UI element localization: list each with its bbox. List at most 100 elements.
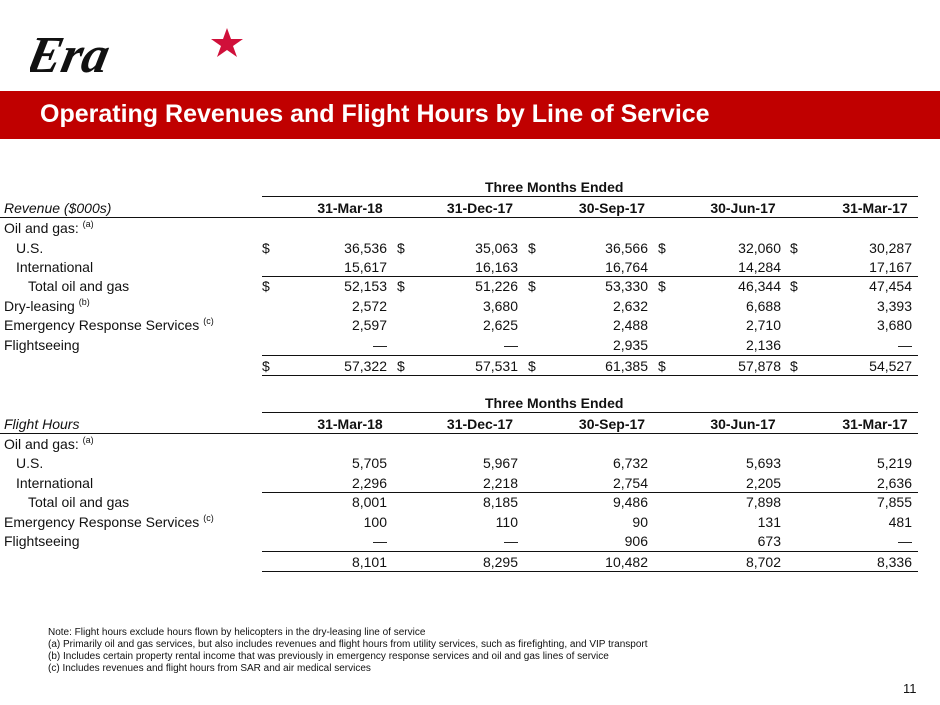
- currency-symbol: $: [790, 358, 798, 374]
- footnote: (b) Includes certain property rental inc…: [48, 651, 609, 662]
- cell-value: 6,688: [745, 298, 781, 314]
- footnote-marker: (a): [82, 219, 94, 229]
- cell-value: 8,336: [876, 554, 912, 570]
- cell-value: 15,617: [344, 259, 387, 275]
- cell-value: 481: [888, 514, 912, 530]
- column-header: 30-Sep-17: [578, 416, 646, 432]
- cell-value: —: [373, 337, 387, 353]
- cell-value: 5,693: [745, 455, 781, 471]
- cell-value: 8,185: [482, 494, 518, 510]
- currency-symbol: $: [262, 278, 270, 294]
- era-logo: Era: [21, 22, 250, 87]
- cell-value: 2,935: [612, 337, 648, 353]
- svg-text:Era: Era: [30, 27, 115, 82]
- cell-value: 36,566: [605, 240, 648, 256]
- cell-value: 53,330: [605, 278, 648, 294]
- row-label: Oil and gas: (a): [4, 219, 94, 237]
- cell-value: 90: [632, 514, 648, 530]
- currency-symbol: $: [262, 240, 270, 256]
- rule-line: [262, 276, 918, 277]
- row-label: Total oil and gas: [28, 278, 130, 294]
- column-header: 30-Jun-17: [710, 416, 776, 432]
- rule-line: [262, 551, 918, 552]
- cell-value: 47,454: [869, 278, 912, 294]
- row-label: International: [16, 259, 94, 275]
- cell-value: 131: [757, 514, 781, 530]
- currency-symbol: $: [658, 240, 666, 256]
- currency-symbol: $: [658, 358, 666, 374]
- cell-value: 16,764: [605, 259, 648, 275]
- cell-value: 100: [363, 514, 387, 530]
- cell-value: 46,344: [738, 278, 781, 294]
- rule-line: [262, 355, 918, 356]
- rule-line: [262, 571, 918, 572]
- column-header: 31-Mar-17: [842, 200, 908, 216]
- rule-line: [262, 196, 918, 197]
- row-label: Emergency Response Services (c): [4, 316, 214, 334]
- cell-value: 8,101: [351, 554, 387, 570]
- footnote-marker: (c): [203, 316, 214, 326]
- row-label: U.S.: [16, 240, 44, 256]
- page-number: 11: [903, 681, 917, 696]
- cell-value: 16,163: [475, 259, 518, 275]
- rule-line: [0, 217, 918, 218]
- cell-value: 7,855: [876, 494, 912, 510]
- flight-row-header: Flight Hours: [4, 416, 80, 432]
- cell-value: 61,385: [605, 358, 648, 374]
- cell-value: 2,625: [482, 317, 518, 333]
- currency-symbol: $: [262, 358, 270, 374]
- currency-symbol: $: [397, 358, 405, 374]
- row-label-text: Oil and gas:: [4, 220, 79, 236]
- cell-value: —: [504, 533, 518, 549]
- column-header: 31-Dec-17: [446, 416, 514, 432]
- cell-value: 2,296: [351, 475, 387, 491]
- cell-value: —: [898, 337, 912, 353]
- row-label: Oil and gas: (a): [4, 435, 94, 453]
- footnote-marker: (a): [82, 435, 94, 445]
- cell-value: 3,680: [876, 317, 912, 333]
- row-label: International: [16, 475, 94, 491]
- cell-value: —: [373, 533, 387, 549]
- rule-line: [262, 492, 918, 493]
- row-label-text: Emergency Response Services: [4, 514, 200, 530]
- cell-value: 17,167: [869, 259, 912, 275]
- column-header: 31-Mar-18: [317, 200, 383, 216]
- cell-value: 2,488: [612, 317, 648, 333]
- currency-symbol: $: [528, 240, 536, 256]
- cell-value: 5,967: [482, 455, 518, 471]
- cell-value: 10,482: [605, 554, 648, 570]
- currency-symbol: $: [397, 278, 405, 294]
- revenue-group-header: Three Months Ended: [485, 179, 624, 195]
- currency-symbol: $: [790, 278, 798, 294]
- row-label: U.S.: [16, 455, 44, 471]
- rule-line: [0, 433, 918, 434]
- cell-value: 2,754: [612, 475, 648, 491]
- row-label-text: Dry-leasing: [4, 298, 75, 314]
- currency-symbol: $: [658, 278, 666, 294]
- cell-value: 2,710: [745, 317, 781, 333]
- cell-value: 35,063: [475, 240, 518, 256]
- cell-value: 6,732: [612, 455, 648, 471]
- column-header: 31-Mar-17: [842, 416, 908, 432]
- row-label: Dry-leasing (b): [4, 298, 90, 315]
- footnote-marker: (c): [203, 513, 214, 523]
- cell-value: 5,219: [876, 455, 912, 471]
- cell-value: 2,136: [745, 337, 781, 353]
- footnote: Note: Flight hours exclude hours flown b…: [48, 627, 426, 638]
- currency-symbol: $: [528, 358, 536, 374]
- cell-value: 57,531: [475, 358, 518, 374]
- cell-value: 2,572: [351, 298, 387, 314]
- flight-group-header: Three Months Ended: [485, 395, 624, 411]
- cell-value: 2,205: [745, 475, 781, 491]
- cell-value: 2,218: [482, 475, 518, 491]
- cell-value: —: [504, 337, 518, 353]
- cell-value: 8,001: [351, 494, 387, 510]
- column-header: 31-Dec-17: [446, 200, 514, 216]
- cell-value: 2,632: [612, 298, 648, 314]
- cell-value: 906: [624, 533, 648, 549]
- cell-value: 9,486: [612, 494, 648, 510]
- cell-value: 32,060: [738, 240, 781, 256]
- cell-value: 14,284: [738, 259, 781, 275]
- page-title: Operating Revenues and Flight Hours by L…: [40, 100, 710, 128]
- currency-symbol: $: [397, 240, 405, 256]
